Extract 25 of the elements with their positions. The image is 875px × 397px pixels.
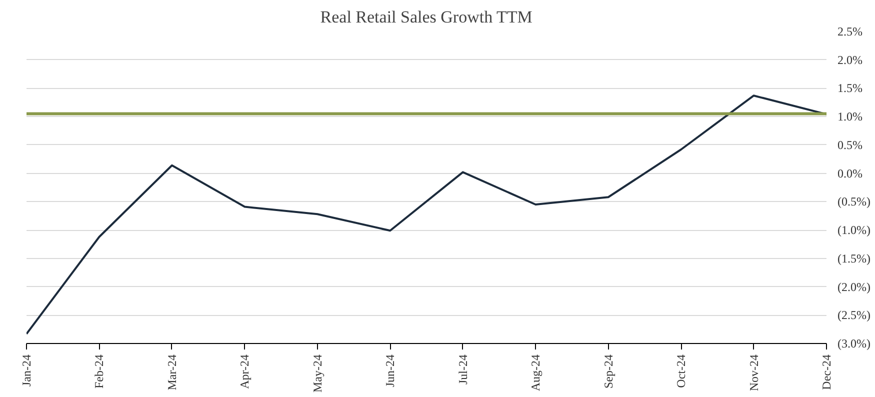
x-tick-label: Jul-24 — [456, 354, 470, 384]
y-tick-label: 2.0% — [838, 52, 862, 67]
x-tick-label: May-24 — [310, 354, 324, 392]
y-tick-label: 1.0% — [838, 110, 862, 124]
y-tick-label: 1.5% — [838, 81, 862, 96]
x-tick-label: Sep-24 — [601, 354, 616, 388]
x-tick-label: Jan-24 — [20, 354, 34, 386]
x-tick-label: Oct-24 — [674, 354, 688, 388]
y-tick-label: 2.5% — [838, 24, 862, 38]
y-tick-label: 0.5% — [838, 138, 862, 152]
y-tick-label: (1.0%) — [838, 223, 870, 238]
x-tick-label: Mar-24 — [164, 354, 179, 390]
x-tick-label: Dec-24 — [820, 354, 834, 390]
x-tick-label: Aug-24 — [528, 354, 543, 392]
x-tick-label: Apr-24 — [238, 354, 252, 389]
y-tick-label: 0.0% — [838, 166, 862, 180]
x-tick-label: Nov-24 — [746, 354, 761, 392]
y-tick-label: (1.5%) — [838, 251, 870, 266]
y-tick-label: (0.5%) — [838, 194, 870, 209]
y-tick-label: (2.0%) — [838, 280, 870, 294]
x-tick-label: Feb-24 — [92, 354, 106, 388]
y-tick-label: (3.0%) — [838, 336, 870, 350]
x-tick-label: Jun-24 — [383, 354, 398, 388]
y-tick-label: (2.5%) — [838, 308, 870, 322]
chart-title: Real Retail Sales Growth TTM — [320, 8, 532, 26]
